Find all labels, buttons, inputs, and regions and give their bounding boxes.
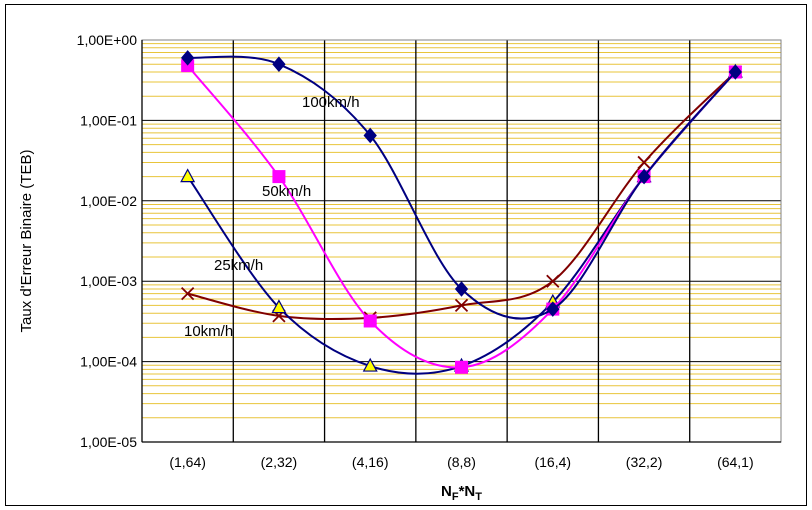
- series-label: 10km/h: [184, 323, 233, 340]
- marker-diamond: [728, 64, 743, 80]
- x-tick-label: (2,32): [261, 454, 298, 470]
- y-tick-label: 1,00E-05: [80, 434, 137, 450]
- marker-diamond: [546, 301, 560, 317]
- x-tick-label: (1,64): [169, 454, 206, 470]
- x-tick-label: (4,16): [352, 454, 389, 470]
- y-tick-label: 1,00E-04: [80, 354, 137, 370]
- series-100kmh: [180, 50, 743, 320]
- marker-triangle: [180, 168, 196, 183]
- marker-x: [181, 287, 195, 301]
- x-tick-label: (64,1): [717, 454, 754, 470]
- series-label: 50km/h: [262, 183, 311, 200]
- marker-diamond: [363, 127, 377, 144]
- marker-x: [637, 155, 651, 170]
- marker-diamond: [454, 281, 469, 297]
- minor-gridlines: [142, 43, 781, 419]
- y-tick-label: 1,00E-03: [80, 273, 137, 289]
- series-label: 100km/h: [302, 94, 360, 111]
- series-label: 25km/h: [214, 257, 263, 274]
- marker-triangle: [362, 357, 378, 372]
- x-axis-title: NF*NT: [441, 483, 482, 503]
- y-tick-label: 1,00E+00: [77, 32, 138, 48]
- x-tick-label: (32,2): [626, 454, 663, 470]
- marker-x: [546, 274, 560, 288]
- marker-diamond: [180, 50, 195, 66]
- y-axis-title: Taux d'Erreur Binaire (TEB): [18, 150, 35, 333]
- x-tick-label: (8,8): [447, 454, 476, 470]
- marker-triangle: [271, 299, 287, 314]
- marker-diamond: [637, 168, 651, 185]
- marker-square: [272, 170, 286, 184]
- y-tick-label: 1,00E-02: [80, 193, 137, 209]
- plot-area: [142, 40, 781, 442]
- marker-x: [454, 298, 469, 313]
- marker-diamond: [272, 56, 286, 72]
- marker-square: [455, 360, 468, 374]
- y-tick-label: 1,00E-01: [80, 112, 137, 128]
- marker-square: [363, 314, 377, 328]
- x-tick-label: (16,4): [534, 454, 571, 470]
